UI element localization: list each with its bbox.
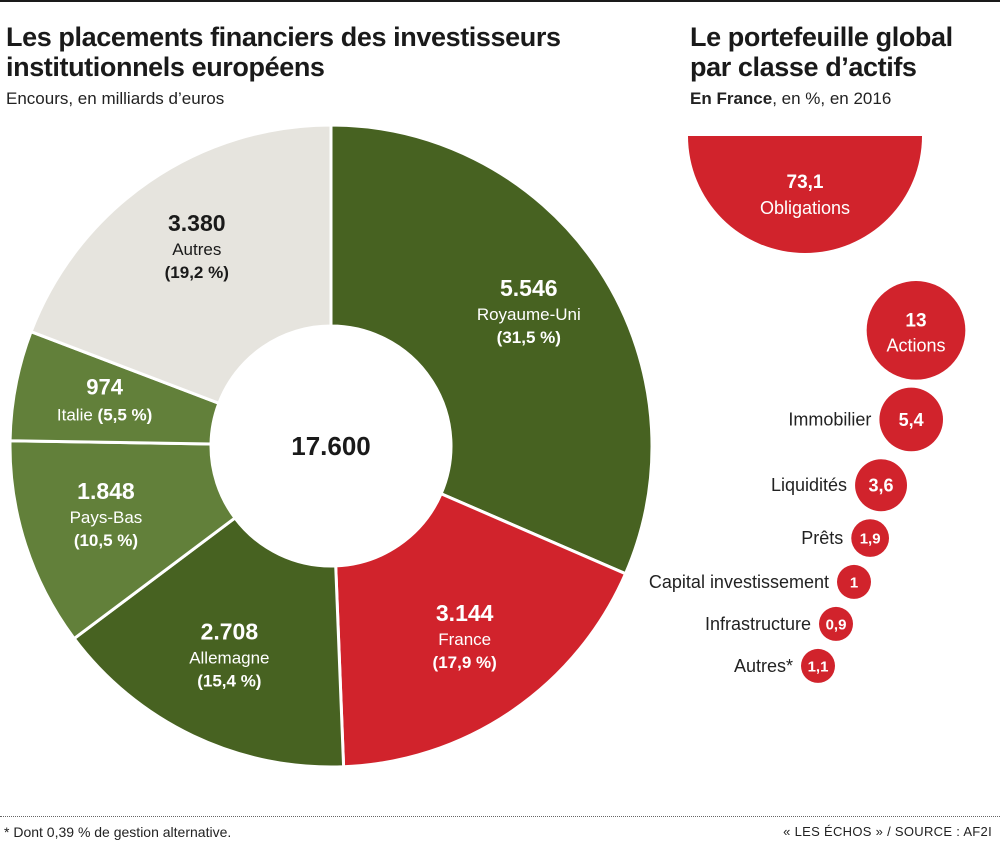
bubble-shape (819, 606, 853, 641)
donut-value-label: 3.380 (168, 210, 226, 236)
left-chart-subtitle: Encours, en milliards d’euros (6, 89, 225, 108)
bubble-obligations: 73,1 Obligations (688, 136, 922, 253)
bubble-value: 1,1 (808, 658, 829, 675)
bubble-label: Autres* (734, 656, 793, 676)
bubble-shape (688, 136, 922, 253)
bubble-shape (879, 387, 943, 452)
donut-label-royaume-uni: 5.546 Royaume-Uni (31,5 %) (477, 275, 581, 347)
bubble-value: 1,9 (860, 530, 881, 547)
donut-chart: 5.546 Royaume-Uni (31,5 %) 3.144 France (17,9… (8, 123, 654, 769)
donut-hole (212, 327, 450, 565)
donut-value-label: 974 (86, 374, 123, 399)
donut-slice-france (334, 491, 628, 769)
bubble-shape (851, 519, 889, 557)
bubble-chart: 73,1 Obligations 13 Actions 5,4 Immobilier 3,6… (649, 136, 966, 683)
footnote: * Dont 0,39 % de gestion alternative. (4, 824, 232, 840)
bubble-prets: 1,9 Prêts (801, 519, 889, 557)
donut-name: Italie (57, 405, 98, 424)
bubble-value: 13 (905, 310, 926, 331)
donut-slice-autres (29, 123, 333, 406)
donut-pct-label: (10,5 %) (74, 531, 138, 550)
donut-value-label: 5.546 (500, 275, 558, 301)
donut-label-allemagne: 2.708 Allemagne (15,4 %) (189, 619, 269, 691)
bubble-shape (837, 564, 871, 599)
donut-pct: (5,5 %) (98, 405, 153, 424)
donut-label-pays-bas: 1.848 Pays-Bas (10,5 %) (70, 478, 143, 550)
donut-name-label: Allemagne (189, 649, 269, 668)
donut-value-label: 2.708 (201, 619, 259, 645)
bubble-value: 73,1 (787, 172, 824, 193)
donut-name-label: Autres (172, 240, 221, 259)
bubble-label: Capital investissement (649, 572, 829, 592)
donut-label-italie: 974 Italie (5,5 %) (57, 374, 152, 424)
donut-slice-pays-bas (8, 439, 238, 641)
bubble-shape (866, 281, 966, 380)
bubble-autres: 1,1 Autres* (734, 648, 835, 683)
donut-pct-label: (19,2 %) (165, 263, 229, 282)
bubble-liquidites: 3,6 Liquidités (771, 459, 907, 512)
donut-name-label: Royaume-Uni (477, 305, 581, 324)
bubble-value: 5,4 (899, 410, 924, 430)
right-chart-subtitle-bold: En France (690, 89, 773, 108)
bubble-value: 0,9 (826, 616, 847, 633)
donut-value-label: 1.848 (77, 478, 135, 504)
bubble-label: Infrastructure (705, 614, 811, 634)
donut-pct-label: (31,5 %) (497, 328, 561, 347)
bubble-value: 1 (850, 574, 858, 591)
bubble-value: 3,6 (869, 476, 894, 496)
donut-name-label: France (438, 630, 491, 649)
donut-name-label: Italie (5,5 %) (57, 405, 152, 424)
donut-slice-allemagne (72, 515, 346, 769)
bubble-label: Liquidités (771, 475, 847, 495)
bubble-label: Prêts (801, 528, 843, 548)
donut-label-autres: 3.380 Autres (19,2 %) (165, 210, 229, 282)
bubble-label: Actions (886, 335, 945, 355)
donut-value-label: 3.144 (436, 600, 494, 626)
right-chart-subtitle-rest: , en %, en 2016 (772, 89, 892, 108)
right-chart-title: Le portefeuille global par classe d’acti… (690, 22, 953, 82)
bubble-capital-investissement: 1 Capital investissement (649, 564, 871, 599)
bubble-label: Obligations (760, 198, 850, 218)
bubble-label: Immobilier (788, 409, 871, 429)
bubble-infrastructure: 0,9 Infrastructure (705, 606, 853, 641)
source-credit: « LES ÉCHOS » / SOURCE : AF2I (783, 824, 992, 839)
bubble-shape (855, 459, 907, 512)
right-chart-subtitle: En France, en %, en 2016 (690, 89, 891, 109)
bottom-rule (0, 816, 1000, 818)
donut-slice-royaume-uni (329, 123, 654, 576)
donut-pct-label: (17,9 %) (433, 653, 497, 672)
donut-pct-label: (15,4 %) (197, 672, 261, 691)
left-chart-title: Les placements financiers des investisse… (6, 22, 561, 82)
donut-label-france: 3.144 France (17,9 %) (433, 600, 497, 672)
bubble-actions: 13 Actions (866, 281, 966, 380)
bubble-immobilier: 5,4 Immobilier (788, 387, 943, 452)
donut-name-label: Pays-Bas (70, 508, 143, 527)
donut-center-total: 17.600 (291, 431, 371, 461)
bubble-shape (801, 648, 835, 683)
top-rule (0, 0, 1000, 2)
